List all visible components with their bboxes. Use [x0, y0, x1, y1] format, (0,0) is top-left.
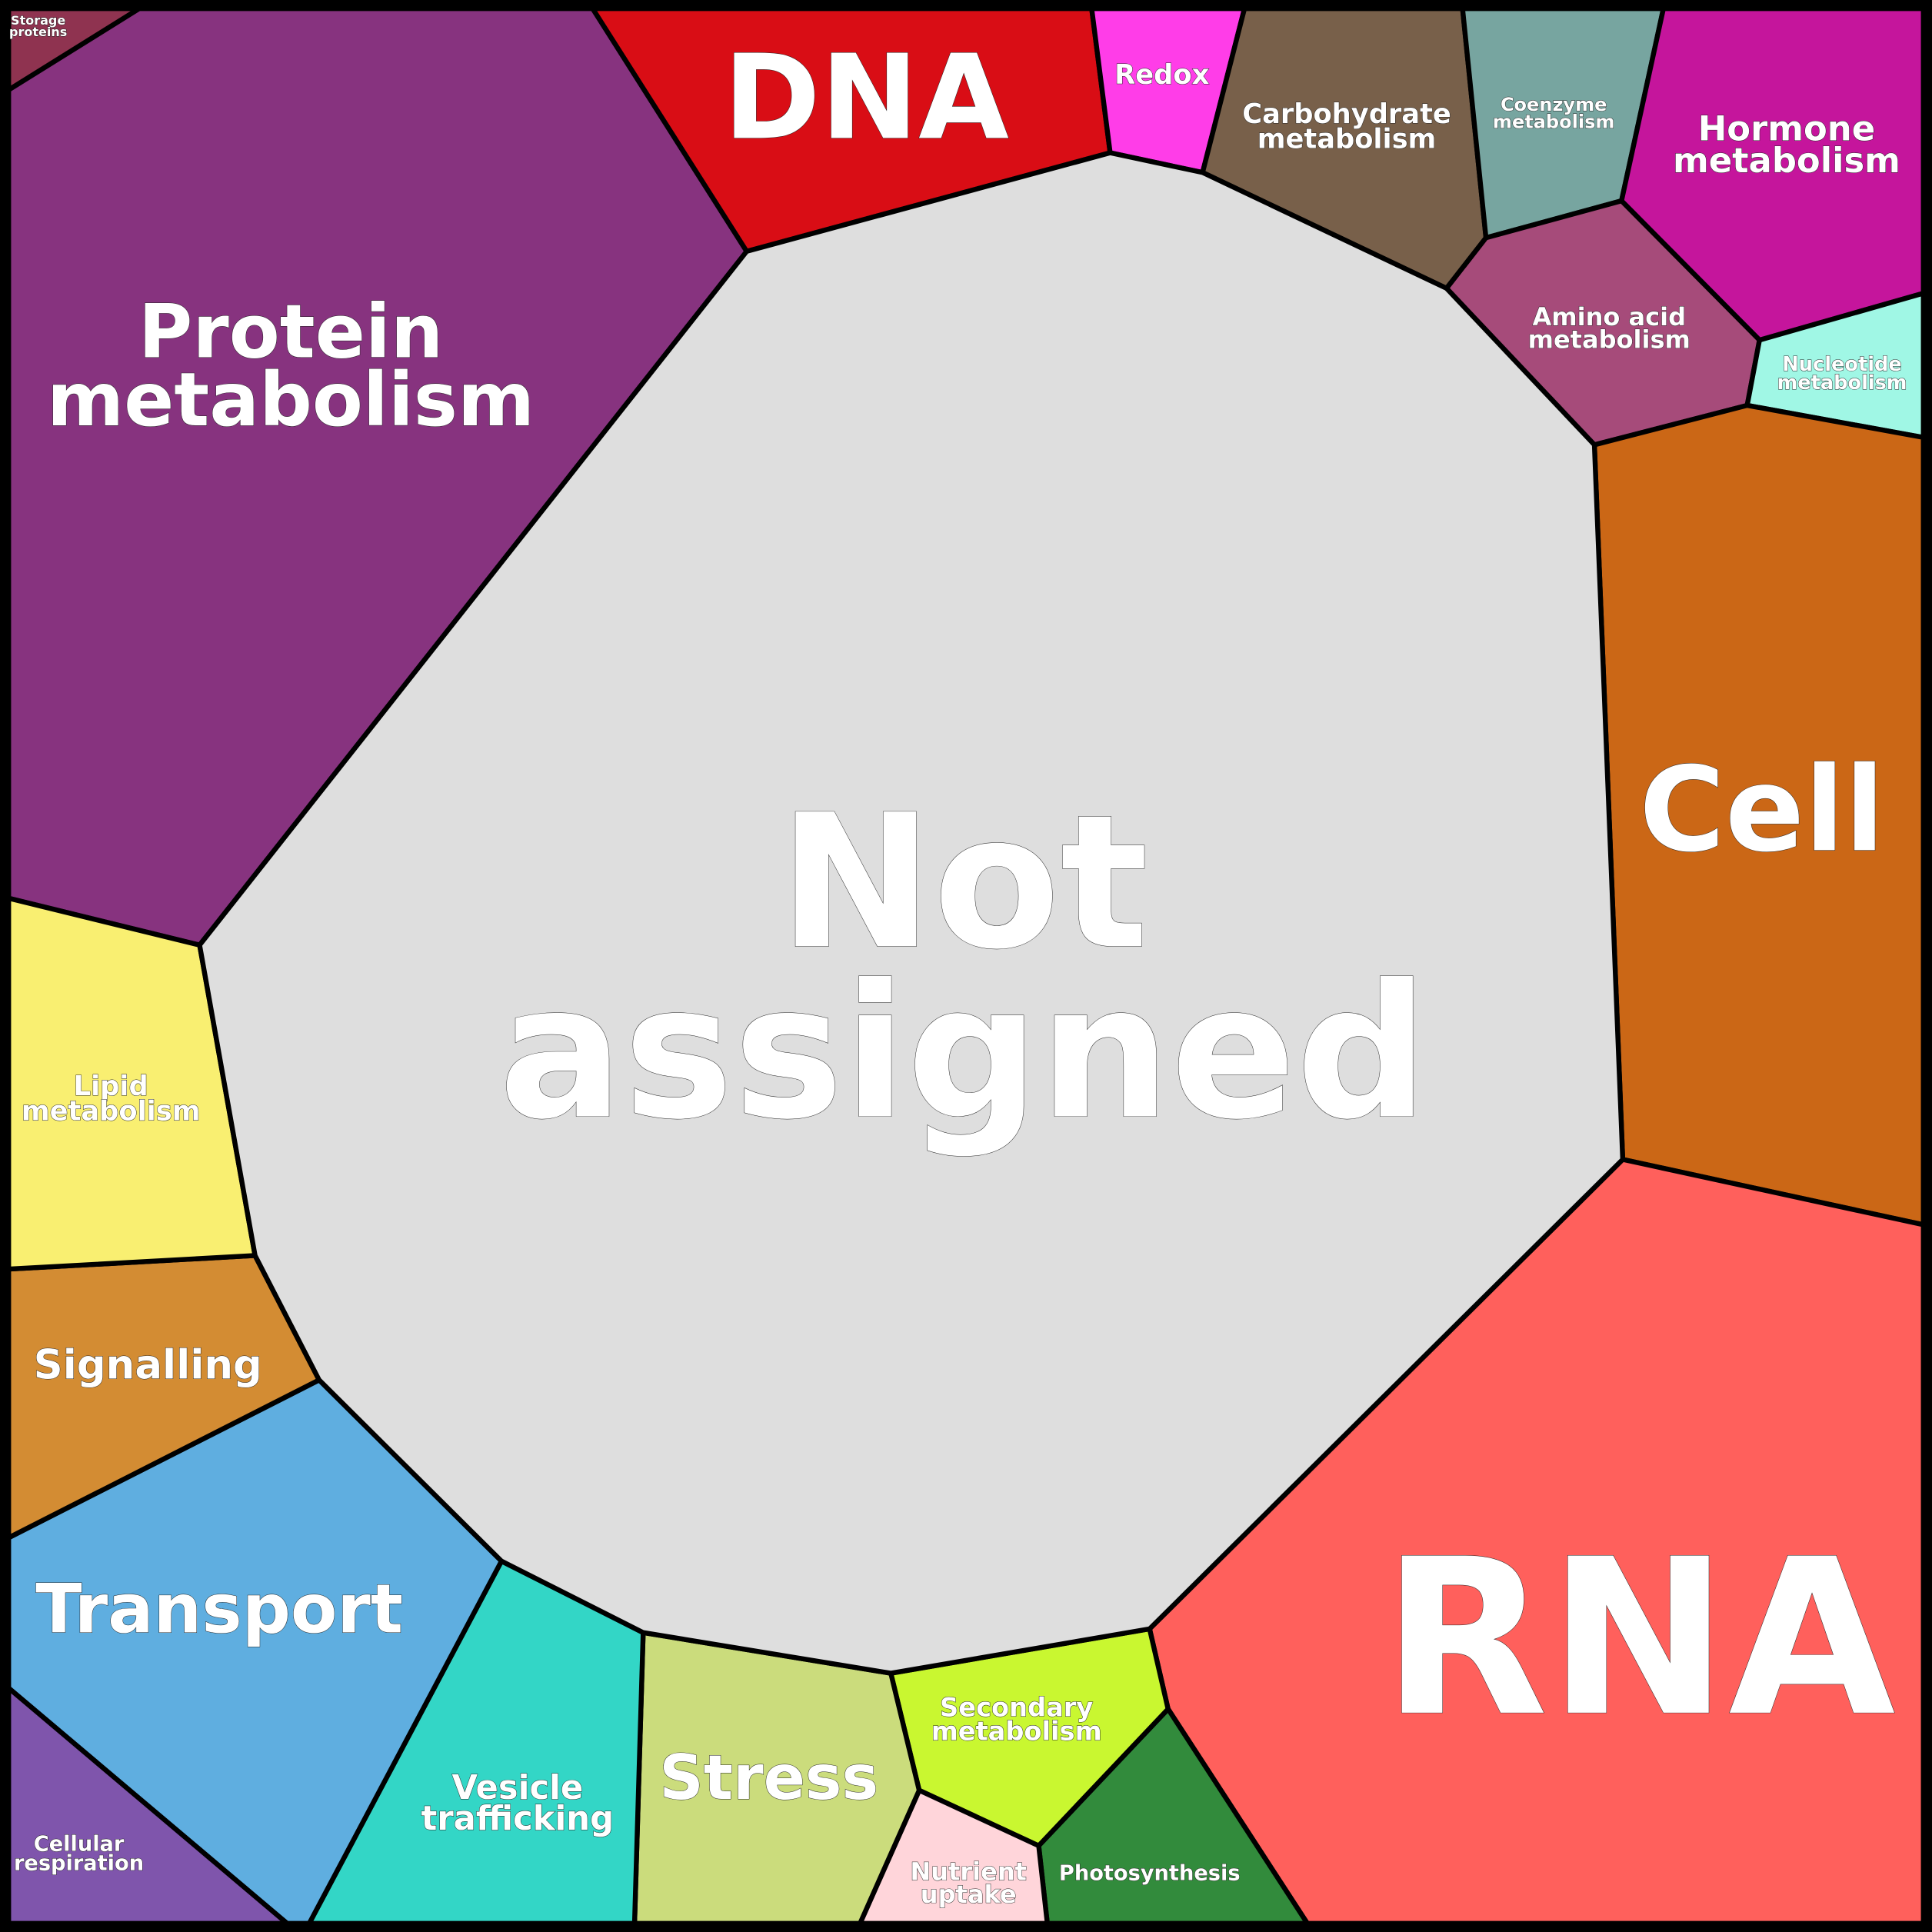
label-amino-acid-metabolism: Amino acid metabolism	[1528, 302, 1690, 354]
label-line: Nucleotide	[1782, 353, 1901, 376]
label-line: RNA	[1382, 1514, 1897, 1764]
label-line: Hormone	[1698, 108, 1875, 149]
label-coenzyme-metabolism: Coenzyme metabolism	[1493, 94, 1614, 132]
label-carbohydrate-metabolism: Carbohydrate metabolism	[1242, 98, 1451, 155]
label-line: trafficking	[421, 1800, 614, 1838]
region-not-assigned[interactable]	[197, 150, 1626, 1676]
label-storage-proteins: Storage proteins	[9, 13, 67, 39]
label-transport: Transport	[35, 1570, 403, 1649]
label-not-assigned: Not assigned	[498, 774, 1428, 1160]
label-line: Cellular	[34, 1832, 125, 1856]
label-secondary-metabolism: Secondary metabolism	[931, 1693, 1102, 1747]
label-line: Redox	[1114, 59, 1209, 91]
label-line: metabolism	[931, 1717, 1102, 1747]
label-line: metabolism	[1777, 371, 1907, 395]
label-redox: Redox	[1114, 59, 1209, 91]
label-cellular-respiration: Cellular respiration	[14, 1832, 144, 1875]
label-line: metabolism	[1257, 124, 1437, 155]
label-vesicle-trafficking: Vesicle trafficking	[421, 1769, 614, 1838]
label-nutrient-uptake: Nutrient uptake	[910, 1857, 1027, 1909]
label-line: metabolism	[1673, 140, 1900, 181]
label-line: Signalling	[34, 1342, 262, 1389]
label-line: Stress	[659, 1742, 878, 1814]
label-line: Vesicle	[451, 1769, 583, 1807]
label-dna: DNA	[723, 29, 1009, 165]
label-line: Not	[778, 774, 1148, 990]
label-line: metabolism	[22, 1096, 201, 1128]
label-line: Protein	[138, 289, 443, 375]
label-signalling: Signalling	[34, 1342, 262, 1389]
label-line: Secondary	[940, 1693, 1093, 1723]
label-line: DNA	[723, 29, 1009, 165]
label-cell: Cell	[1639, 741, 1884, 878]
label-line: Carbohydrate	[1242, 98, 1451, 130]
label-photosynthesis: Photosynthesis	[1059, 1862, 1241, 1886]
label-line: Lipid	[74, 1071, 148, 1102]
label-line: Nutrient	[910, 1857, 1027, 1887]
label-protein-metabolism: Protein metabolism	[47, 289, 535, 443]
region-cellular-respiration[interactable]	[6, 1685, 290, 1926]
label-line: metabolism	[1528, 325, 1690, 354]
label-line: Coenzyme	[1501, 94, 1607, 115]
label-line: Storage	[11, 13, 65, 28]
label-line: proteins	[9, 25, 67, 39]
label-rna: RNA	[1382, 1514, 1897, 1764]
label-line: metabolism	[47, 357, 535, 443]
label-line: assigned	[498, 944, 1428, 1160]
label-line: metabolism	[1493, 111, 1614, 132]
label-hormone-metabolism: Hormone metabolism	[1673, 108, 1900, 181]
label-nucleotide-metabolism: Nucleotide metabolism	[1777, 353, 1907, 395]
label-line: Amino acid	[1532, 302, 1686, 331]
label-line: respiration	[14, 1851, 144, 1875]
label-lipid-metabolism: Lipid metabolism	[22, 1071, 201, 1127]
label-line: uptake	[921, 1880, 1017, 1909]
label-line: Transport	[35, 1570, 403, 1649]
label-stress: Stress	[659, 1742, 878, 1814]
label-line: Photosynthesis	[1059, 1862, 1241, 1886]
label-line: Cell	[1639, 741, 1884, 878]
